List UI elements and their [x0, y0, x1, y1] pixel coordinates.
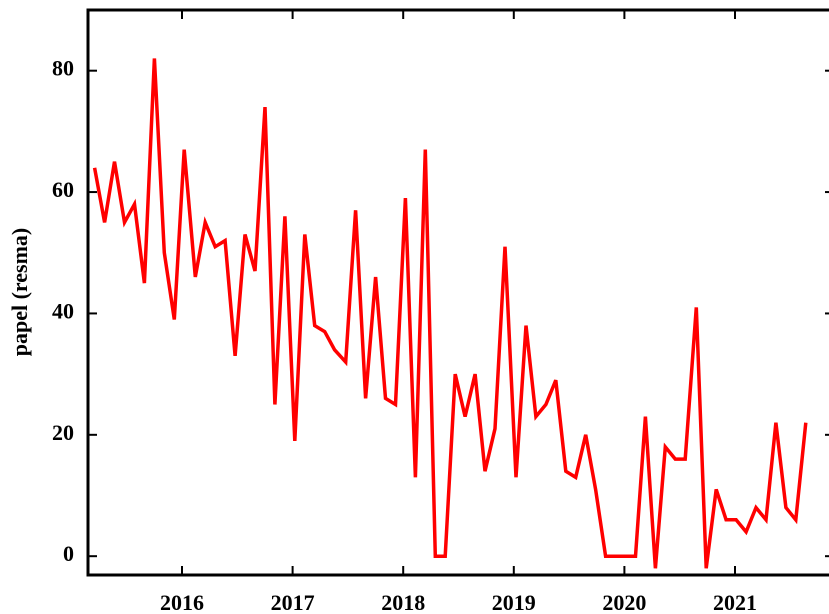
y-tick-label: 20: [52, 420, 74, 445]
x-tick-label: 2020: [602, 590, 646, 614]
y-tick-label: 60: [52, 177, 74, 202]
data-line: [92, 58, 808, 569]
x-tick-label: 2018: [381, 590, 425, 614]
x-tick-label: 2016: [160, 590, 204, 614]
y-tick-label: 40: [52, 298, 74, 323]
plot-frame: [86, 8, 829, 577]
y-axis-label: papel (resma): [7, 228, 32, 357]
y-tick-label: 0: [63, 541, 74, 566]
y-tick-label: 80: [52, 56, 74, 81]
x-tick-label: 2019: [492, 590, 536, 614]
x-tick-label: 2021: [713, 590, 757, 614]
x-tick-label: 2017: [271, 590, 315, 614]
